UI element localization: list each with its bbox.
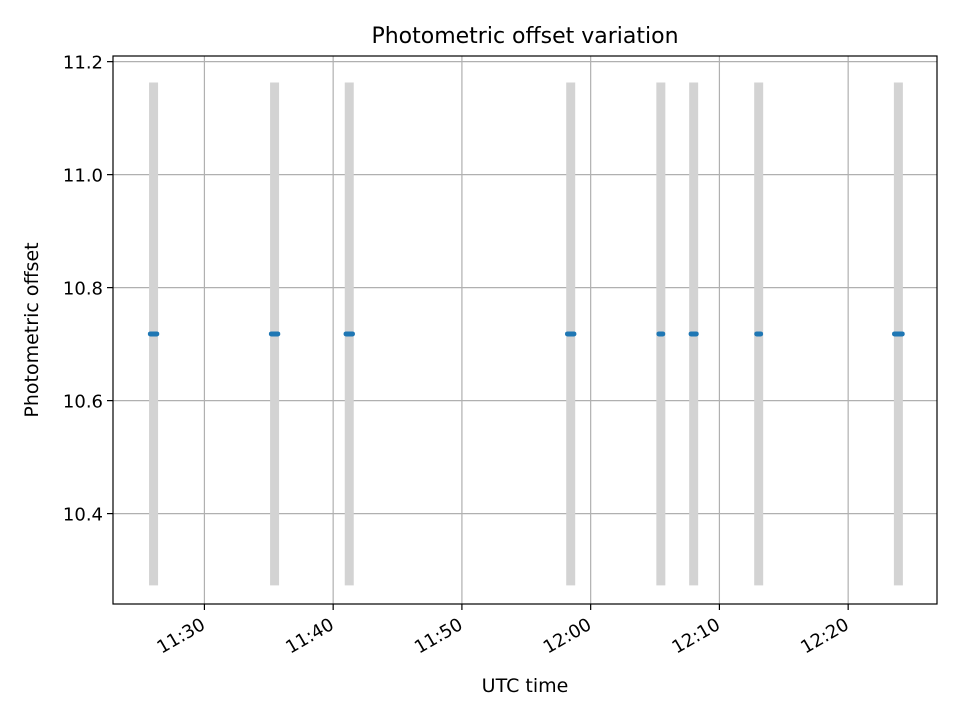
plot-area	[113, 56, 937, 604]
y-tick-label: 11.2	[63, 53, 103, 74]
plot-frame	[112, 55, 938, 605]
y-tick-label: 10.4	[63, 505, 103, 526]
x-axis-label: UTC time	[482, 675, 569, 697]
y-tick-label: 10.8	[63, 279, 103, 300]
y-tick-label: 11.0	[63, 166, 103, 187]
y-axis-ticks: 10.4 10.6 10.8 11.0 11.2	[63, 53, 113, 526]
grid	[113, 56, 937, 604]
y-tick-label: 10.6	[63, 392, 103, 413]
y-axis-label: Photometric offset	[21, 242, 43, 417]
chart-title: Photometric offset variation	[371, 24, 678, 49]
